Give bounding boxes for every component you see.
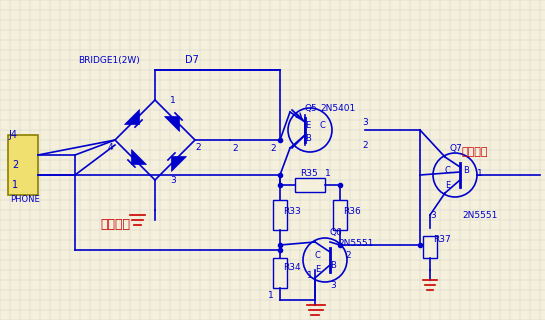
Bar: [423, 236, 437, 258]
Text: 1: 1: [268, 291, 274, 300]
Text: E: E: [305, 121, 310, 130]
Text: BRIDGE1(2W): BRIDGE1(2W): [78, 55, 140, 65]
Text: 2: 2: [12, 160, 18, 170]
Text: 2N5551: 2N5551: [462, 211, 498, 220]
Text: 3: 3: [170, 175, 175, 185]
Text: 3: 3: [362, 117, 368, 126]
Text: 2: 2: [362, 140, 368, 149]
Text: E: E: [445, 180, 450, 189]
Polygon shape: [124, 109, 138, 124]
Bar: [295, 178, 325, 192]
Text: 4: 4: [108, 142, 113, 151]
Polygon shape: [131, 149, 146, 164]
Text: 2: 2: [232, 143, 238, 153]
Text: 1: 1: [307, 270, 313, 279]
Text: 3: 3: [430, 211, 436, 220]
Bar: [273, 200, 287, 230]
Text: B: B: [305, 133, 311, 142]
Text: Q7: Q7: [450, 143, 463, 153]
Text: 1: 1: [170, 95, 175, 105]
Text: R34: R34: [283, 263, 301, 273]
Text: PHONE: PHONE: [10, 196, 40, 204]
Text: 2N5401: 2N5401: [320, 103, 355, 113]
Bar: [8, 135, 38, 195]
Text: J4: J4: [8, 130, 17, 140]
Text: 2: 2: [270, 143, 276, 153]
Text: C: C: [320, 121, 326, 130]
Text: C: C: [445, 165, 451, 174]
Text: 拨号控制: 拨号控制: [462, 147, 488, 157]
Text: Q5: Q5: [305, 103, 318, 113]
Text: 2: 2: [345, 251, 350, 260]
Text: 摘机控制: 摘机控制: [100, 219, 130, 231]
Text: 1: 1: [12, 180, 18, 190]
Text: R36: R36: [343, 207, 361, 217]
Text: B: B: [330, 260, 336, 269]
Text: D7: D7: [185, 55, 199, 65]
Bar: [333, 200, 347, 230]
Text: R35: R35: [300, 169, 318, 178]
Text: R33: R33: [283, 207, 301, 217]
Bar: [273, 258, 287, 288]
Polygon shape: [165, 116, 179, 131]
Text: C: C: [315, 251, 321, 260]
Polygon shape: [172, 156, 186, 171]
Text: E: E: [315, 266, 320, 275]
Text: 1: 1: [325, 169, 331, 178]
Text: 3: 3: [330, 281, 336, 290]
Text: Q6: Q6: [330, 228, 343, 237]
Text: R37: R37: [433, 236, 451, 244]
Text: 1: 1: [477, 169, 483, 178]
Text: 2: 2: [195, 142, 201, 151]
Text: 2N5551: 2N5551: [338, 238, 373, 247]
Text: B: B: [463, 165, 469, 174]
